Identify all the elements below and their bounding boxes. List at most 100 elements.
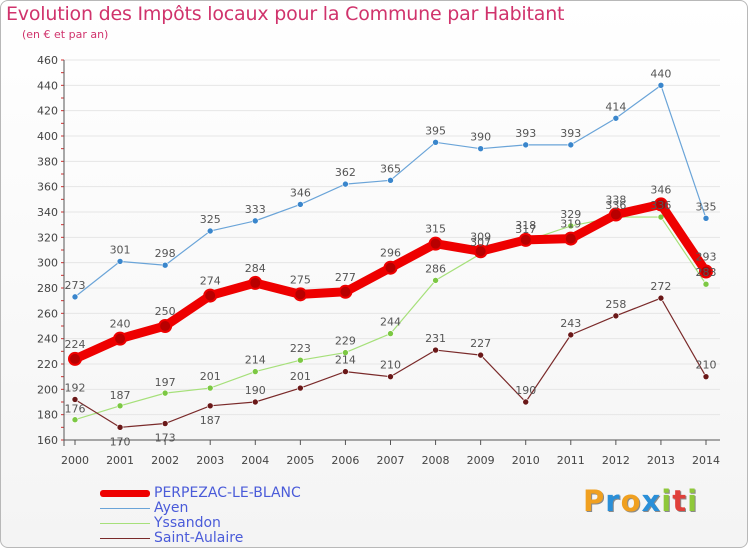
data-point <box>477 351 484 359</box>
x-tick-label: 2012 <box>602 454 630 467</box>
data-point <box>206 384 214 392</box>
y-tick-label: 300 <box>37 257 58 270</box>
data-label: 283 <box>696 266 717 279</box>
data-label: 210 <box>380 359 401 372</box>
data-label: 318 <box>515 219 536 232</box>
logo-letter: i <box>687 484 699 518</box>
data-label: 346 <box>650 183 671 196</box>
chart-title: Evolution des Impôts locaux pour la Comm… <box>6 3 565 25</box>
data-point <box>432 346 439 354</box>
data-label: 176 <box>65 403 86 416</box>
y-tick-label: 220 <box>37 358 58 371</box>
legend-swatch <box>100 523 150 524</box>
data-label: 243 <box>560 317 581 330</box>
data-label: 192 <box>65 381 86 394</box>
data-point <box>567 141 575 149</box>
data-label: 286 <box>425 262 446 275</box>
proxiti-logo[interactable]: Proxiti <box>583 484 698 518</box>
data-point <box>702 215 710 222</box>
data-label: 390 <box>470 131 491 144</box>
data-point <box>657 213 665 221</box>
data-label: 258 <box>605 298 626 311</box>
data-point <box>387 177 394 184</box>
data-point <box>293 287 308 302</box>
data-point <box>116 258 124 265</box>
x-tick-label: 2007 <box>377 454 405 467</box>
data-label: 214 <box>245 354 266 367</box>
data-point <box>563 231 578 246</box>
data-point <box>342 180 349 188</box>
x-tick-label: 2010 <box>512 454 540 467</box>
data-label: 362 <box>335 166 356 179</box>
data-label: 277 <box>335 271 356 284</box>
data-point <box>297 201 304 208</box>
y-tick-label: 320 <box>37 231 58 244</box>
data-label: 273 <box>65 279 86 292</box>
y-tick-label: 420 <box>37 105 58 118</box>
data-label: 393 <box>515 127 536 140</box>
data-point <box>567 331 575 339</box>
data-point <box>161 420 169 427</box>
data-point <box>432 277 439 284</box>
data-point <box>251 217 259 225</box>
data-point <box>342 349 349 356</box>
data-label: 190 <box>515 384 536 397</box>
data-point <box>161 389 169 397</box>
chart-subtitle: (en € et par an) <box>22 28 109 41</box>
y-tick-label: 240 <box>37 333 58 346</box>
logo-letter: x <box>641 484 662 518</box>
data-point <box>567 222 575 230</box>
x-tick-label: 2011 <box>557 454 585 467</box>
data-label: 250 <box>155 305 176 318</box>
data-point <box>522 141 530 149</box>
logo-letter: P <box>583 484 606 518</box>
data-point <box>477 145 484 152</box>
data-point <box>702 280 710 288</box>
data-point <box>702 373 710 380</box>
data-point <box>116 424 124 431</box>
data-label: 275 <box>290 273 311 286</box>
y-tick-label: 460 <box>37 54 58 67</box>
data-point <box>113 331 128 346</box>
data-label: 336 <box>605 199 626 212</box>
data-label: 325 <box>200 213 221 226</box>
data-label: 274 <box>200 275 221 288</box>
data-point <box>297 356 304 364</box>
legend-label: PERPEZAC-LE-BLANC <box>154 485 301 501</box>
legend-swatch <box>100 538 150 539</box>
data-label: 170 <box>110 435 131 448</box>
legend-label: Ayen <box>154 500 189 516</box>
data-point <box>206 402 214 410</box>
legend-label: Yssandon <box>154 515 221 531</box>
data-point <box>387 330 394 337</box>
data-label: 315 <box>425 223 446 236</box>
data-label: 210 <box>696 359 717 372</box>
data-label: 365 <box>380 162 401 175</box>
data-label: 319 <box>560 218 581 231</box>
x-tick-label: 2000 <box>61 454 89 467</box>
data-point <box>428 236 443 251</box>
data-point <box>68 351 82 366</box>
logo-letter: t <box>672 484 688 518</box>
data-label: 214 <box>335 354 356 367</box>
y-tick-label: 380 <box>37 155 58 168</box>
data-point <box>203 288 218 303</box>
data-label: 190 <box>245 384 266 397</box>
data-label: 440 <box>650 67 671 80</box>
data-label: 395 <box>425 124 446 137</box>
legend-label: Saint-Aulaire <box>154 530 244 546</box>
x-tick-label: 2004 <box>241 454 269 467</box>
y-tick-label: 280 <box>37 282 58 295</box>
data-point <box>297 384 304 392</box>
data-label: 296 <box>380 247 401 260</box>
data-label: 298 <box>155 247 176 260</box>
x-tick-label: 2005 <box>286 454 314 467</box>
data-label: 393 <box>560 127 581 140</box>
data-point <box>522 398 530 406</box>
data-point <box>71 396 79 403</box>
data-label: 244 <box>380 316 401 329</box>
data-point <box>206 227 214 235</box>
data-point <box>387 373 394 380</box>
data-label: 201 <box>200 370 221 383</box>
